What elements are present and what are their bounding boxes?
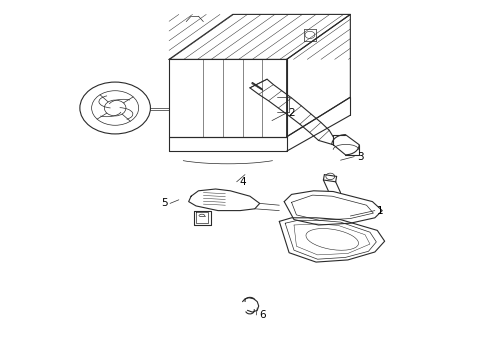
Text: 1: 1 bbox=[376, 206, 383, 216]
Text: 6: 6 bbox=[259, 310, 266, 320]
Text: 2: 2 bbox=[288, 108, 295, 118]
Text: 4: 4 bbox=[239, 177, 246, 187]
Text: 3: 3 bbox=[357, 152, 364, 162]
Text: 5: 5 bbox=[161, 198, 168, 208]
